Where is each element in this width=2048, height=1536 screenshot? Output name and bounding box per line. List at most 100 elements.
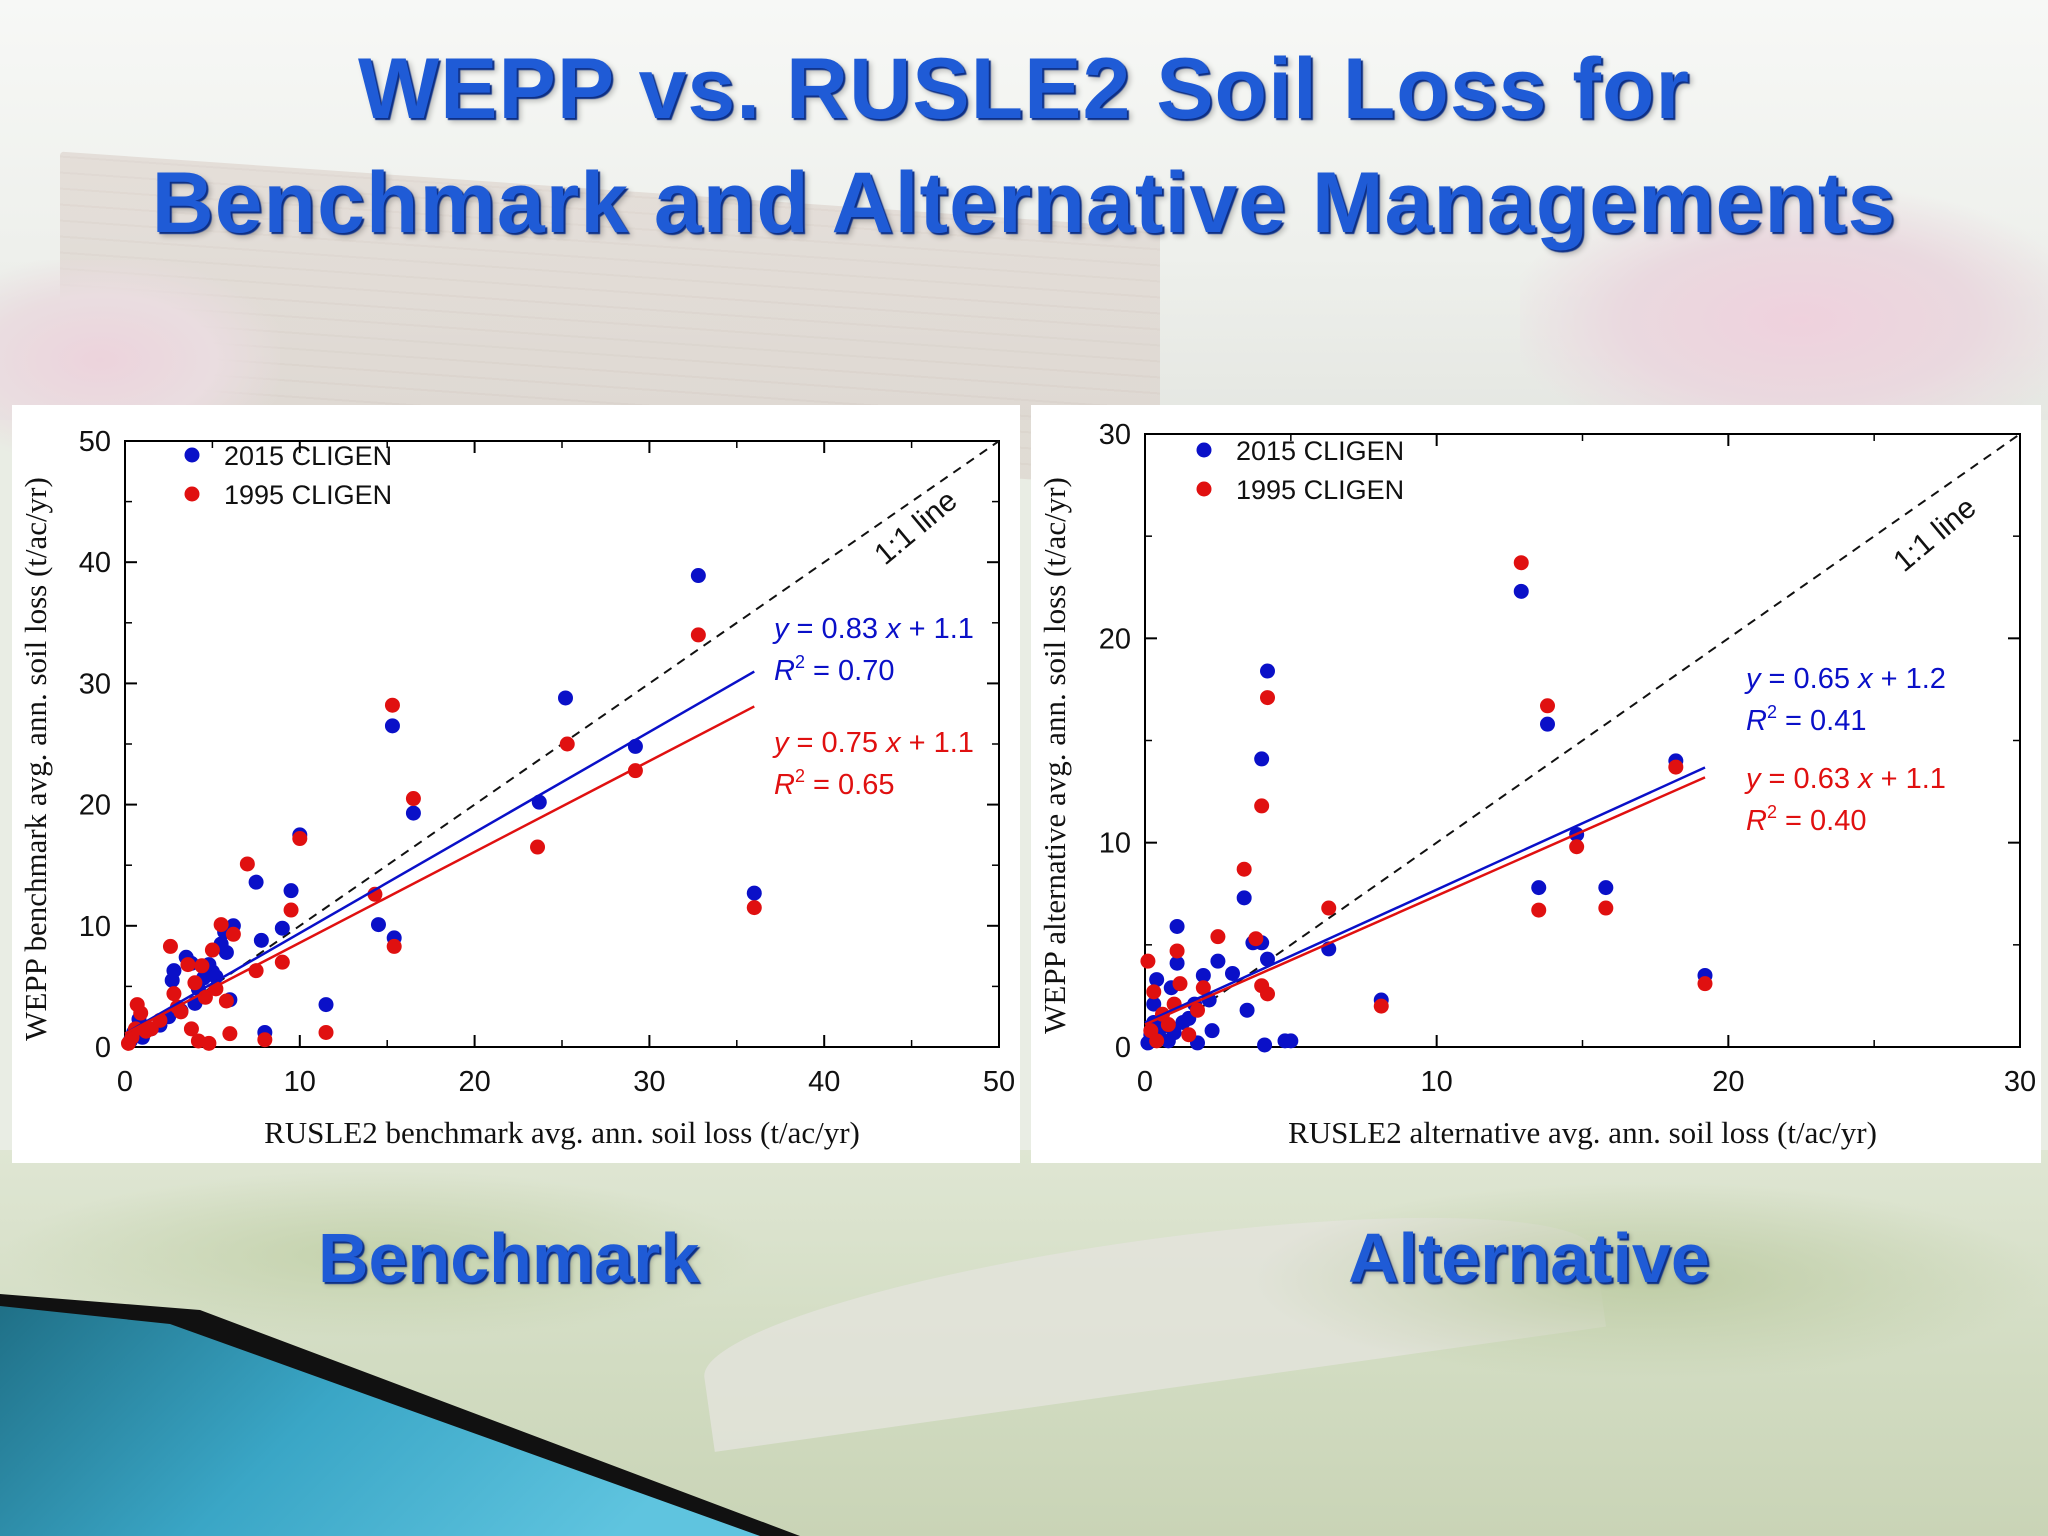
r-squared-exponent: 2 — [1767, 802, 1777, 822]
fit-equation-part: y — [772, 727, 790, 759]
data-point-2015 — [1260, 663, 1275, 679]
data-point-1995 — [1569, 839, 1585, 855]
one-to-one-label: 1:1 line — [1887, 491, 1982, 578]
x-tick-label: 30 — [633, 1066, 665, 1098]
fit-equation-part: + 1.1 — [901, 727, 974, 759]
fit-equation-part: + 1.1 — [1873, 763, 1946, 795]
fit-equation: y = 0.75 x + 1.1 — [772, 727, 974, 759]
data-point-1995 — [183, 1021, 199, 1037]
legend-label: 1995 CLIGEN — [1236, 475, 1404, 505]
data-point-2015 — [1169, 918, 1185, 934]
y-tick-label: 30 — [1099, 419, 1131, 451]
y-tick-label: 50 — [79, 426, 111, 458]
r-squared-exponent: 2 — [795, 652, 805, 672]
x-tick-label: 20 — [458, 1066, 490, 1098]
data-point-1995 — [1181, 1027, 1197, 1043]
data-point-1995 — [1190, 1002, 1205, 1018]
y-tick-label: 10 — [79, 911, 111, 943]
legend-label: 2015 CLIGEN — [1236, 436, 1404, 466]
y-axis-label: WEPP benchmark avg. ann. soil loss (t/ac… — [18, 477, 53, 1041]
legend-marker-1995 — [1196, 481, 1212, 497]
x-tick-label: 40 — [808, 1066, 840, 1098]
benchmark-chart-panel: 0 10 20 30 40 50 0 10 20 30 40 50 RUSLE2 benchmark a… — [12, 405, 1020, 1163]
data-point-1995 — [1531, 902, 1547, 918]
x-tick-label: 0 — [117, 1066, 133, 1098]
data-point-1995 — [1254, 798, 1270, 814]
y-tick-label: 30 — [79, 668, 111, 700]
data-point-2015 — [1146, 996, 1162, 1012]
r-squared-value: = 0.41 — [1777, 705, 1867, 737]
data-point-2015 — [1598, 880, 1614, 896]
data-point-1995 — [1169, 943, 1185, 959]
y-axis-label: WEPP alternative avg. ann. soil loss (t/… — [1037, 477, 1072, 1034]
data-point-1995 — [225, 926, 241, 942]
y-tick-label: 20 — [79, 790, 111, 822]
data-point-1995 — [222, 1026, 238, 1042]
y-tick-label: 40 — [79, 547, 111, 579]
y-tick-label: 10 — [1099, 828, 1131, 860]
data-point-2015 — [283, 883, 299, 899]
fit-line-2015 — [124, 670, 755, 1035]
r-squared-symbol: R — [774, 655, 795, 687]
data-point-2015 — [166, 963, 182, 979]
r-squared-exponent: 2 — [795, 766, 805, 786]
data-point-2015 — [1169, 955, 1185, 971]
slide-title-line1: WEPP vs. RUSLE2 Soil Loss for — [357, 41, 1691, 137]
data-point-1995 — [257, 1032, 273, 1048]
background-bush-right — [1250, 1180, 2048, 1380]
data-point-1995 — [201, 1035, 217, 1051]
data-point-1995 — [166, 986, 182, 1002]
benchmark-scatter-chart: 0 10 20 30 40 50 0 10 20 30 40 50 RUSLE2 benchmark a… — [18, 426, 1015, 1150]
data-point-1995 — [1140, 953, 1156, 969]
data-point-1995 — [690, 627, 706, 643]
data-point-2015 — [1260, 951, 1275, 967]
x-axis-label: RUSLE2 alternative avg. ann. soil loss (… — [1288, 1115, 1877, 1150]
data-point-1995 — [1210, 929, 1226, 945]
data-point-1995 — [1697, 976, 1713, 992]
legend-label: 1995 CLIGEN — [224, 480, 392, 510]
fit-equation-part: = 0.63 — [1761, 763, 1859, 795]
slide-title-line2: Benchmark and Alternative Managements — [151, 155, 1897, 251]
data-point-2015 — [1204, 1023, 1220, 1039]
data-point-1995 — [530, 839, 546, 855]
data-point-1995 — [386, 938, 402, 954]
r-squared-value: = 0.65 — [805, 769, 895, 801]
data-point-1995 — [274, 954, 290, 970]
fit-equation-part: y — [1744, 763, 1762, 795]
fit-equation-part: x — [884, 613, 902, 645]
data-point-1995 — [1540, 698, 1555, 714]
data-point-2015 — [1254, 751, 1270, 767]
data-point-2015 — [557, 690, 573, 706]
data-point-1995 — [218, 993, 234, 1009]
data-point-1995 — [194, 958, 210, 974]
data-point-1995 — [162, 938, 178, 954]
y-tick-label: 0 — [95, 1032, 111, 1064]
x-tick-label: 30 — [2004, 1066, 2036, 1098]
data-point-2015 — [1239, 1002, 1255, 1018]
r-squared-value: = 0.70 — [805, 655, 895, 687]
data-point-1995 — [1149, 1033, 1165, 1049]
data-point-1995 — [1146, 984, 1162, 1000]
caption-benchmark: Benchmark — [318, 1219, 700, 1297]
r-squared: R2 = 0.65 — [774, 766, 894, 801]
fit-equation-part: y — [1744, 663, 1762, 695]
fit-equation-part: y — [772, 613, 790, 645]
data-point-2015 — [690, 568, 706, 584]
legend-label: 2015 CLIGEN — [224, 441, 392, 471]
data-point-1995 — [1373, 998, 1389, 1014]
data-point-2015 — [1149, 972, 1165, 988]
r-squared-symbol: R — [774, 769, 795, 801]
data-point-2015 — [1195, 967, 1211, 983]
alternative-scatter-chart: 0 10 20 30 0 10 20 30 RUSLE2 alternative avg. an… — [1037, 419, 2036, 1150]
data-point-1995 — [1160, 1017, 1176, 1033]
data-point-1995 — [133, 1005, 149, 1021]
legend-marker-1995 — [184, 486, 200, 502]
r-squared-symbol: R — [1746, 705, 1767, 737]
one-to-one-line — [1144, 433, 2021, 1048]
data-point-1995 — [1513, 555, 1529, 571]
x-tick-label: 10 — [1421, 1066, 1453, 1098]
data-point-2015 — [384, 718, 400, 734]
r-squared-symbol: R — [1746, 805, 1767, 837]
fit-equation-part: = 0.65 — [1761, 663, 1859, 695]
data-point-1995 — [283, 902, 299, 918]
